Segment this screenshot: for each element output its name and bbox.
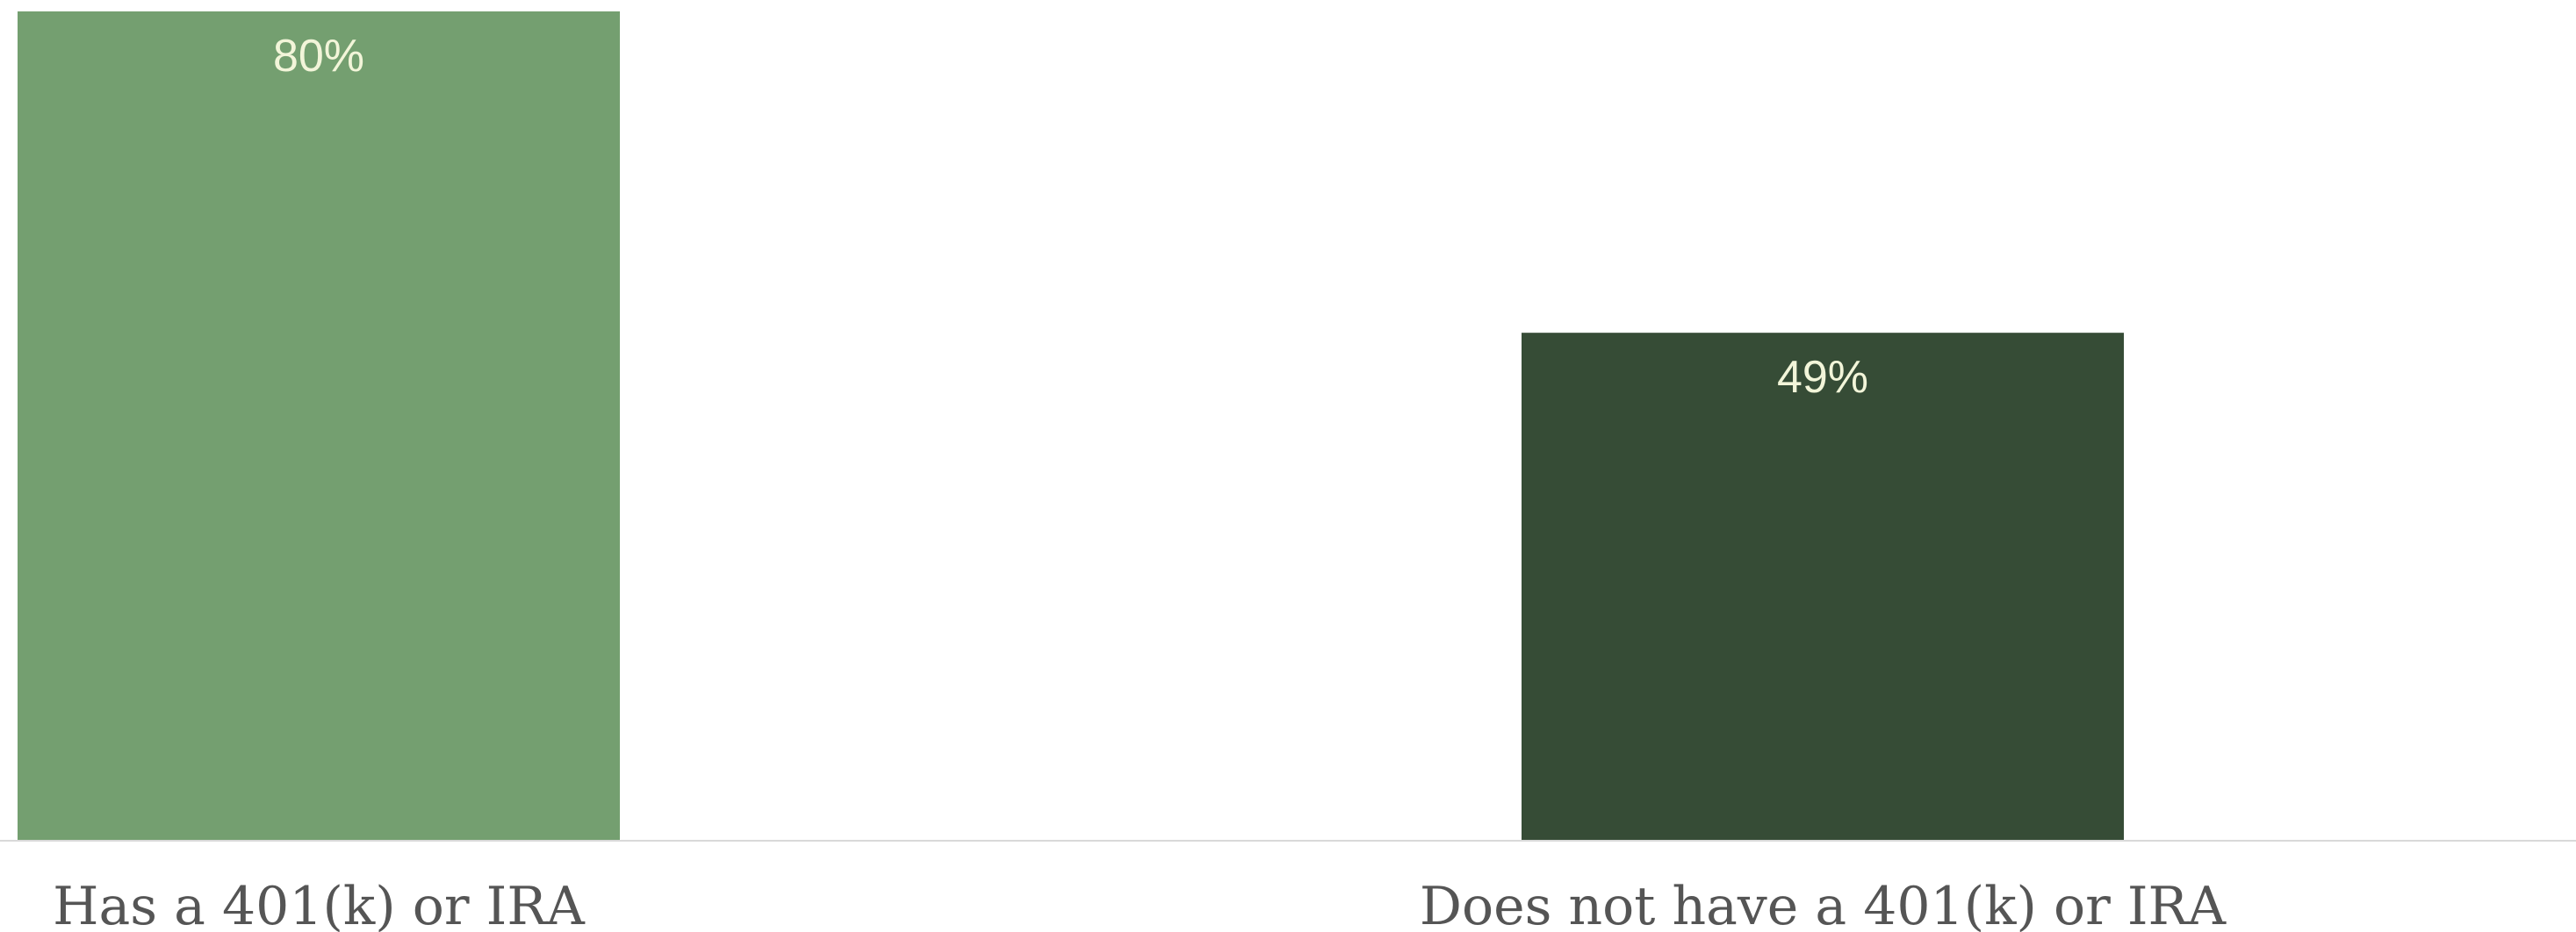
value-labels-group: 80% 49% <box>273 31 1868 403</box>
category-label-2: Does not have a 401(k) or IRA <box>1420 876 2227 932</box>
bar-value-label-2: 49% <box>1777 352 1868 403</box>
category-labels-group: Has a 401(k) or IRA Does not have a 401(k… <box>53 876 2227 932</box>
bar-1 <box>18 11 620 841</box>
bar-2 <box>1522 333 2124 841</box>
bar-value-label-1: 80% <box>273 31 364 82</box>
bars-group <box>18 11 2124 841</box>
category-label-1: Has a 401(k) or IRA <box>53 876 585 932</box>
